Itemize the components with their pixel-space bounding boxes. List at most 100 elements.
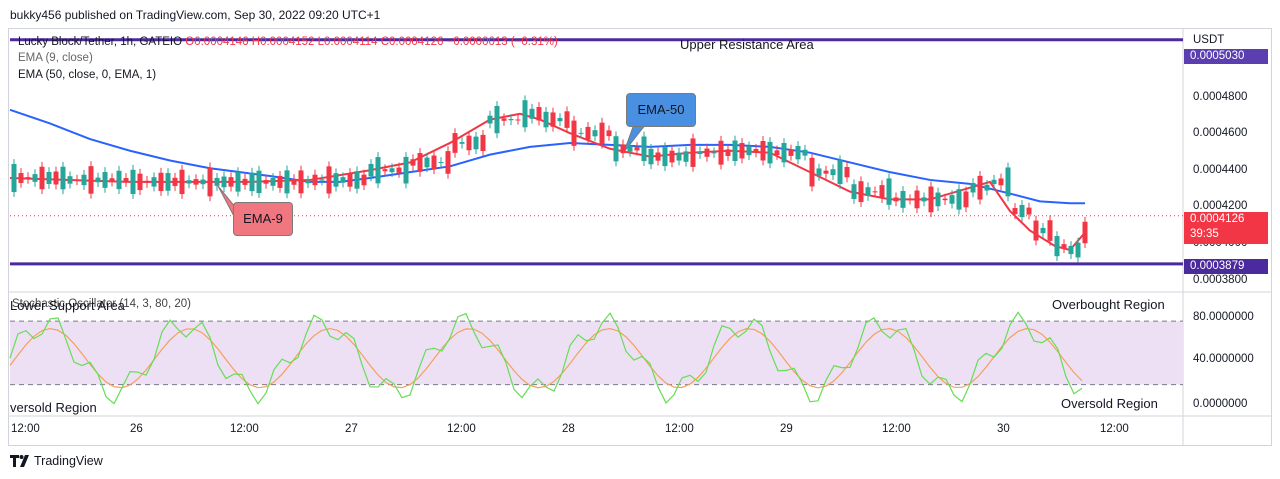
candle-body	[844, 166, 850, 178]
candle-body	[599, 122, 605, 144]
candle-body	[515, 119, 521, 121]
oversold-region-label-right: Oversold Region	[1061, 396, 1158, 411]
candle-body	[480, 134, 486, 152]
candle-body	[438, 162, 444, 164]
candle-body	[907, 199, 913, 201]
last-price-tag: 0.0004126 39:35	[1184, 212, 1268, 244]
time-tick: 12:00	[230, 423, 259, 435]
candle-body	[557, 117, 563, 122]
candle-body	[711, 152, 717, 154]
candle-body	[291, 178, 297, 185]
candle-body	[382, 169, 388, 172]
candle-body	[165, 173, 171, 191]
time-tick: 12:00	[11, 423, 40, 435]
stoch-tick: 40.0000000	[1193, 353, 1254, 365]
stoch-k-line	[9, 311, 1083, 405]
candle-body	[725, 149, 731, 156]
candle-body	[732, 140, 738, 162]
candle-body	[606, 130, 612, 137]
candle-body	[67, 176, 73, 184]
candle-body	[760, 141, 766, 161]
candle-body	[298, 170, 304, 194]
legend-symbol-row: Lucky Block/Tether, 1h, GATEIO O0.000414…	[18, 36, 558, 48]
candle-body	[116, 170, 122, 190]
candle-body	[249, 172, 255, 192]
candle-body	[879, 185, 885, 199]
candle-body	[347, 173, 353, 187]
time-tick: 26	[130, 423, 143, 435]
stoch-band	[10, 321, 1183, 385]
candle-body	[179, 169, 185, 195]
candle-body	[1026, 207, 1032, 215]
candle-body	[11, 163, 17, 192]
candle-body	[739, 143, 745, 159]
candle-body	[130, 169, 136, 194]
candle-body	[452, 133, 458, 153]
candle-body	[53, 171, 59, 185]
candle-body	[186, 180, 192, 184]
candle-body	[893, 197, 899, 202]
candle-body	[1047, 220, 1053, 241]
candle-body	[459, 142, 465, 144]
candle-body	[431, 155, 437, 170]
candle-body	[354, 171, 360, 189]
candle-body	[928, 186, 934, 213]
candle-body	[690, 138, 696, 167]
candle-body	[998, 178, 1004, 186]
oversold-region-label-left: versold Region	[10, 400, 97, 415]
candle-body	[312, 174, 318, 186]
candle-body	[767, 141, 773, 164]
candle-body	[256, 170, 262, 194]
candle-body	[697, 151, 703, 155]
candle-body	[858, 181, 864, 203]
candle-body	[592, 130, 598, 137]
stoch-tick: 80.0000000	[1193, 311, 1254, 323]
candle-body	[1040, 227, 1046, 234]
candle-body	[39, 166, 45, 190]
legend-ohlc: O0.0004146 H0.0004152 L0.0004114 C0.0004…	[185, 36, 558, 48]
time-tick: 12:00	[447, 423, 476, 435]
candle-body	[340, 177, 346, 183]
candle-body	[151, 177, 157, 187]
candle-body	[830, 169, 836, 176]
candle-body	[746, 146, 752, 156]
candle-body	[88, 166, 94, 194]
candle-body	[781, 142, 787, 163]
overbought-region-label: Overbought Region	[1052, 297, 1165, 312]
price-tick: 0.0003800	[1193, 274, 1248, 286]
candle-body	[487, 115, 493, 124]
ema9-line	[9, 112, 1086, 252]
candle-body	[823, 170, 829, 174]
candle-body	[669, 150, 675, 163]
candle-body	[963, 191, 969, 208]
candle-body	[1061, 244, 1067, 249]
candle-body	[648, 148, 654, 165]
legend-symbol: Lucky Block/Tether, 1h, GATEIO	[18, 36, 183, 48]
candle-body	[221, 176, 227, 188]
candle-body	[1068, 245, 1074, 255]
ema50-callout: EMA-50	[626, 93, 696, 127]
candle-body	[172, 177, 178, 186]
candle-body	[207, 167, 213, 197]
candle-body	[1012, 207, 1018, 215]
upper-resistance-label: Upper Resistance Area	[680, 37, 814, 52]
candle-body	[949, 195, 955, 204]
brand-label: TradingView	[34, 454, 103, 468]
time-tick: 27	[345, 423, 358, 435]
candle-body	[970, 182, 976, 193]
candle-body	[1054, 236, 1060, 257]
candle-body	[333, 173, 339, 187]
ema50-line	[9, 108, 1085, 205]
candle-body	[865, 187, 871, 197]
candle-body	[1005, 167, 1011, 197]
candle-body	[1082, 221, 1088, 244]
price-tick: 0.0004600	[1193, 127, 1248, 139]
candle-body	[935, 192, 941, 207]
candle-body	[900, 190, 906, 208]
candle-body	[410, 159, 416, 166]
candle-body	[396, 167, 402, 173]
candle-body	[676, 152, 682, 161]
candle-body	[501, 118, 507, 121]
candle-body	[613, 136, 619, 162]
